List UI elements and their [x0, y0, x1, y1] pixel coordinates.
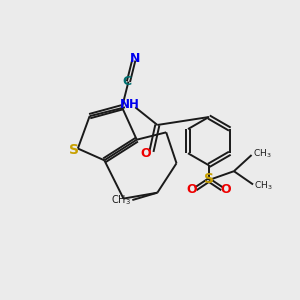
Text: C: C: [122, 75, 131, 88]
Text: NH: NH: [120, 98, 140, 111]
Text: O: O: [187, 183, 197, 196]
Text: S: S: [69, 143, 79, 157]
Text: N: N: [130, 52, 140, 65]
Text: O: O: [141, 147, 152, 160]
Text: CH$_3$: CH$_3$: [254, 180, 273, 192]
Text: S: S: [204, 172, 214, 186]
Text: O: O: [220, 183, 231, 196]
Text: CH$_3$: CH$_3$: [253, 147, 271, 160]
Text: CH$_3$: CH$_3$: [111, 193, 131, 207]
